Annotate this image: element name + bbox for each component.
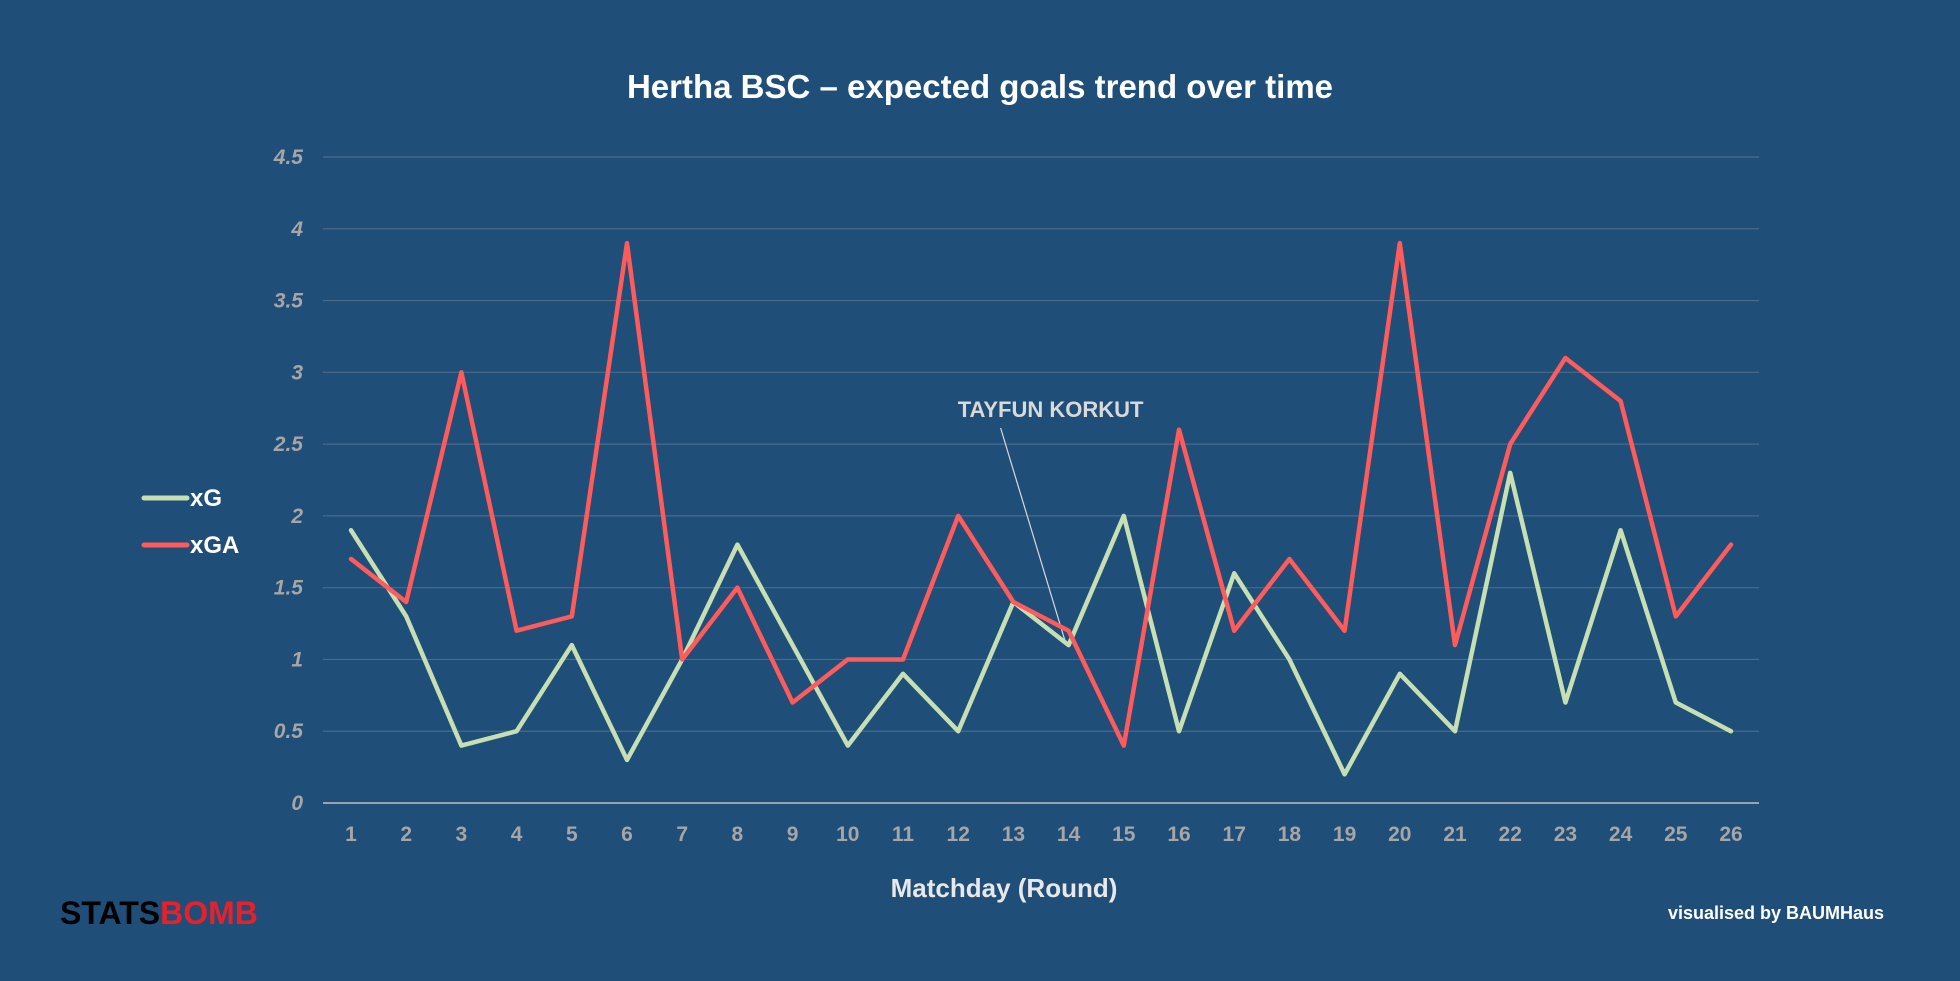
legend-xg-label: xG (190, 485, 222, 512)
y-tick-label: 0 (291, 792, 303, 815)
annotation-leader-line (1000, 427, 1067, 643)
x-tick-label: 12 (947, 823, 970, 846)
x-tick-label: 2 (400, 823, 412, 846)
y-tick-label: 3 (291, 361, 303, 384)
x-tick-label: 11 (892, 823, 915, 846)
y-tick-label: 4 (290, 218, 303, 241)
x-tick-label: 4 (511, 823, 523, 846)
x-tick-label: 23 (1554, 823, 1577, 846)
series-line-xga (348, 240, 1734, 748)
x-tick-label: 7 (676, 823, 688, 846)
x-tick-label: 14 (1057, 823, 1081, 846)
x-tick-label: 8 (732, 823, 744, 846)
x-tick-label: 20 (1388, 823, 1411, 846)
statsbomb-logo: STATSBOMB (60, 895, 258, 931)
x-tick-label: 6 (621, 823, 633, 846)
y-axis-ticks: 0 0.5 1 1.5 2 2.5 3 3.5 4 4.5 (273, 146, 304, 815)
logo-part-bomb: BOMB (160, 895, 258, 931)
x-tick-label: 21 (1443, 823, 1467, 846)
x-tick-label: 13 (1002, 823, 1025, 846)
x-axis-label: Matchday (Round) (891, 873, 1118, 903)
series-line-xg (348, 470, 1734, 777)
x-tick-label: 1 (345, 823, 357, 846)
x-tick-label: 16 (1167, 823, 1190, 846)
x-tick-label: 24 (1609, 823, 1633, 846)
y-tick-label: 1 (291, 648, 303, 671)
y-tick-label: 4.5 (273, 146, 304, 169)
y-tick-label: 2 (290, 505, 303, 528)
series-lines (348, 240, 1734, 777)
y-tick-label: 3.5 (274, 290, 304, 313)
x-tick-label: 15 (1112, 823, 1136, 846)
x-tick-label: 26 (1719, 823, 1742, 846)
x-tick-label: 17 (1223, 823, 1246, 846)
logo-part-stats: STATS (60, 895, 160, 931)
x-tick-label: 22 (1499, 823, 1522, 846)
x-tick-label: 10 (836, 823, 859, 846)
x-axis-ticks: 1 2 3 4 5 6 7 8 9 10 11 12 13 14 15 16 17 18 19 20 21 22 23 24 2… (345, 823, 1743, 846)
legend: xG xGA (141, 485, 239, 559)
annotation-tayfun-korkut: TAYFUN KORKUT (958, 397, 1144, 422)
annotation-group: TAYFUN KORKUT (958, 397, 1144, 643)
x-tick-label: 25 (1664, 823, 1688, 846)
x-tick-label: 3 (456, 823, 468, 846)
statsbomb-logo-text: STATSBOMB (60, 895, 258, 931)
y-tick-label: 2.5 (273, 433, 304, 456)
legend-xga-label: xGA (190, 532, 239, 559)
x-tick-label: 18 (1278, 823, 1302, 846)
y-tick-label: 1.5 (274, 577, 304, 600)
x-tick-label: 19 (1333, 823, 1356, 846)
chart-title: Hertha BSC – expected goals trend over t… (627, 68, 1333, 105)
credit-text: visualised by BAUMHaus (1668, 903, 1884, 923)
x-tick-label: 5 (566, 823, 578, 846)
y-tick-label: 0.5 (274, 720, 304, 743)
gridlines (323, 156, 1759, 804)
x-tick-label: 9 (787, 823, 799, 846)
